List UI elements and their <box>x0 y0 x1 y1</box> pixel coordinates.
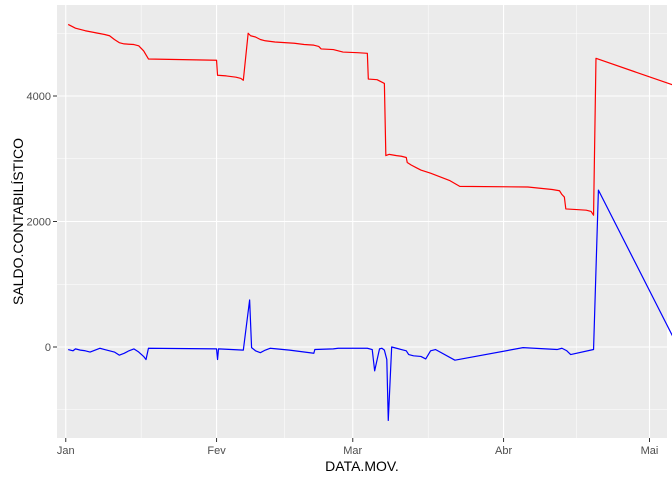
x-axis-title: DATA.MOV. <box>325 458 399 474</box>
axis-ticks <box>53 95 650 442</box>
x-tick-label: Abr <box>495 445 512 457</box>
series-line-2 <box>68 189 672 422</box>
series-line-1 <box>67 23 672 216</box>
x-tick-label: Jan <box>57 445 75 457</box>
x-tick-label: Mar <box>343 445 362 457</box>
y-axis-title: SALDO.CONTABILÍSTICO <box>10 138 26 305</box>
series-layer <box>67 23 672 422</box>
x-tick-label: Mai <box>641 445 659 457</box>
tick-labels: Jan Fev Mar Abr Mai 0 2000 4000 <box>27 91 659 457</box>
y-tick-label: 4000 <box>27 91 51 103</box>
x-tick-label: Fev <box>207 445 226 457</box>
y-tick-label: 2000 <box>27 217 51 229</box>
gridlines <box>57 5 667 438</box>
y-tick-label: 0 <box>45 342 51 354</box>
